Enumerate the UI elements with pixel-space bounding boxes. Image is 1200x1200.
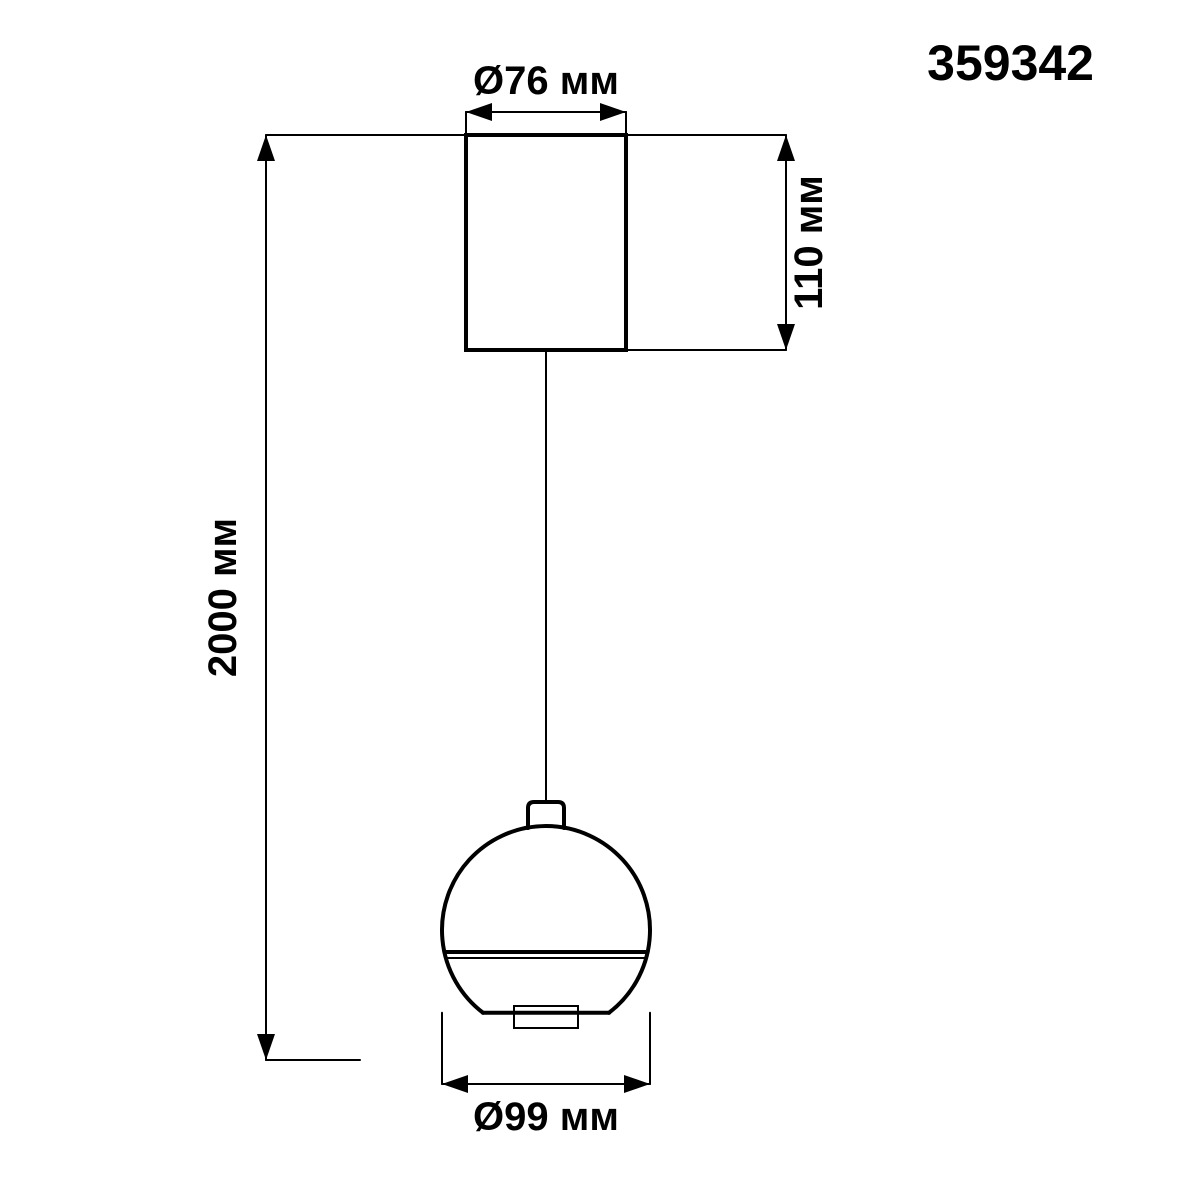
sku-label: 359342 — [927, 35, 1094, 91]
shade-sphere — [442, 826, 650, 1013]
dim-shade-diameter: Ø99 мм — [473, 1095, 619, 1139]
led-module — [514, 1006, 578, 1028]
dim-overall-drop: 2000 мм — [201, 518, 245, 677]
dim-canopy-height: 110 мм — [787, 175, 831, 310]
dim-canopy-diameter: Ø76 мм — [473, 59, 619, 103]
canopy — [466, 135, 626, 350]
